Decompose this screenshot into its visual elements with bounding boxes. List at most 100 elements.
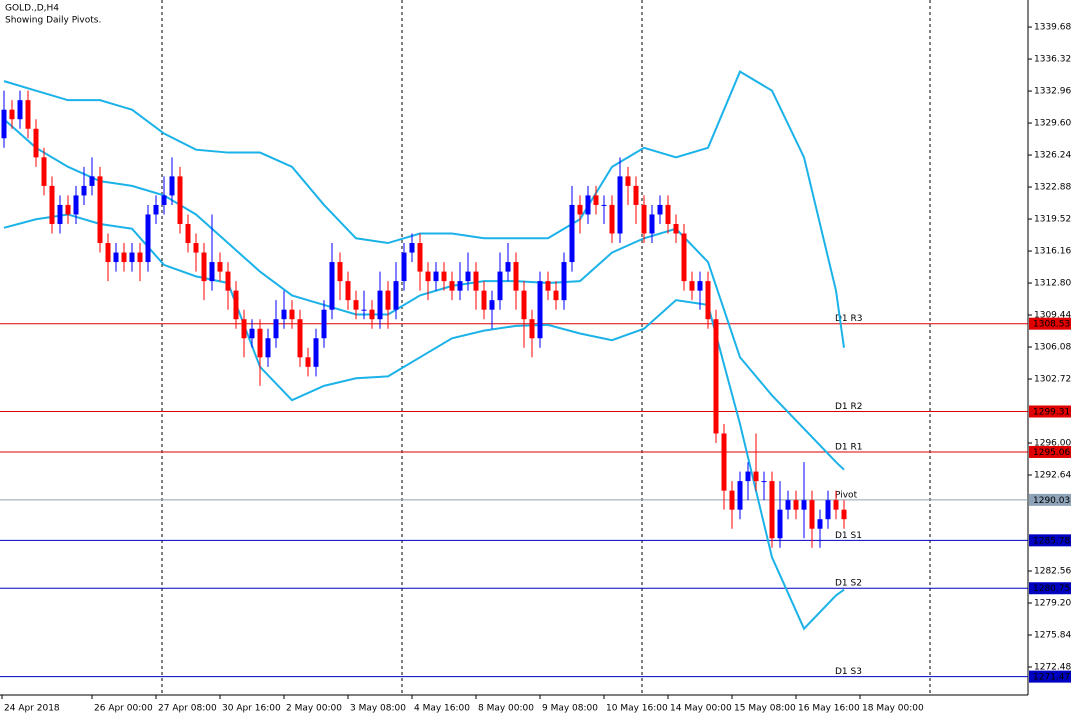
y-tick-label: 1336.32	[1034, 55, 1071, 65]
candle-body	[641, 204, 647, 234]
candle-body	[9, 109, 15, 120]
candle-body	[153, 204, 159, 215]
y-tick-label: 1339.68	[1034, 23, 1071, 33]
candle-body	[497, 271, 503, 301]
candle-body	[401, 252, 407, 282]
pivot-name: D1 R1	[835, 442, 863, 452]
candle-body	[393, 281, 399, 310]
candle-body	[697, 281, 703, 291]
candle-body	[169, 176, 175, 196]
candle-body	[265, 338, 271, 358]
price-label-box	[1029, 405, 1071, 418]
candle-body	[841, 509, 847, 520]
candle-body	[785, 500, 791, 510]
x-tick-label: 2 May 00:00	[286, 704, 342, 714]
price-label-box	[1029, 445, 1071, 458]
candle-body	[473, 271, 479, 291]
candle-body	[793, 500, 799, 510]
y-tick-label: 1282.56	[1034, 567, 1071, 577]
candle-body	[225, 271, 231, 291]
x-tick-label: 8 May 00:00	[478, 704, 534, 714]
candle-body	[617, 176, 623, 234]
candle-body	[585, 195, 591, 215]
candle-body	[73, 195, 79, 215]
y-tick-label: 1322.88	[1034, 183, 1071, 193]
y-tick-label: 1309.44	[1034, 311, 1071, 321]
candle-body	[233, 290, 239, 320]
y-tick-label: 1279.20	[1034, 599, 1071, 609]
candle-body	[481, 290, 487, 310]
candle-body	[833, 500, 839, 510]
candle-body	[33, 128, 39, 158]
price-label-box	[1029, 670, 1071, 683]
candle-body	[649, 214, 655, 234]
candle-body	[81, 185, 87, 196]
price-label: 1271.47	[1033, 673, 1070, 683]
candle-body	[257, 328, 263, 358]
candle-body	[361, 309, 367, 311]
price-label-box	[1029, 534, 1071, 547]
candle-body	[601, 204, 607, 206]
x-tick-label: 10 May 16:00	[606, 704, 668, 714]
candle-body	[241, 319, 247, 339]
candle-body	[673, 223, 679, 234]
candle-body	[681, 233, 687, 282]
y-tick-label: 1326.24	[1034, 151, 1071, 161]
x-tick-label: 26 Apr 00:00	[94, 704, 153, 714]
candle-body	[713, 319, 719, 434]
y-tick-label: 1306.08	[1034, 343, 1071, 353]
candle-body	[113, 252, 119, 263]
candle-body	[553, 290, 559, 301]
pivot-name: Pivot	[835, 490, 858, 500]
chart-subtitle: Showing Daily Pivots.	[5, 16, 101, 26]
y-tick-label: 1302.72	[1034, 375, 1071, 385]
candle-body	[769, 481, 775, 539]
y-tick-label: 1275.84	[1034, 631, 1071, 641]
y-tick-label: 1332.96	[1034, 87, 1071, 97]
price-label: 1308.53	[1033, 320, 1070, 330]
chart-title: GOLD.,D,H4	[5, 4, 59, 14]
candle-body	[217, 262, 223, 272]
x-tick-label: 3 May 08:00	[350, 704, 406, 714]
candle-body	[625, 176, 631, 186]
candle-body	[529, 319, 535, 339]
price-label: 1290.03	[1033, 496, 1070, 506]
y-tick-label: 1329.60	[1034, 119, 1071, 129]
candle-body	[569, 204, 575, 263]
price-label: 1295.06	[1033, 448, 1070, 458]
x-tick-label: 16 May 16:00	[798, 704, 860, 714]
y-tick-label: 1316.16	[1034, 247, 1071, 257]
candle-body	[41, 157, 47, 186]
candle-body	[657, 204, 663, 215]
candle-body	[377, 290, 383, 320]
candle-body	[505, 262, 511, 272]
candle-body	[273, 319, 279, 339]
candle-body	[425, 271, 431, 282]
pivot-name: D1 S1	[835, 531, 862, 541]
candle-body	[121, 252, 127, 263]
candle-body	[313, 338, 319, 367]
candle-body	[17, 100, 23, 120]
candle-body	[561, 262, 567, 301]
x-tick-label: 14 May 00:00	[670, 704, 732, 714]
price-label: 1280.75	[1033, 584, 1070, 594]
candle-body	[161, 195, 167, 205]
candle-body	[281, 309, 287, 320]
price-label: 1285.78	[1033, 536, 1070, 546]
candle-body	[521, 290, 527, 320]
candle-body	[777, 509, 783, 539]
candle-body	[513, 262, 519, 291]
candle-body	[729, 490, 735, 510]
candle-body	[457, 281, 463, 291]
price-label-box	[1029, 317, 1071, 330]
candle-body	[545, 281, 551, 291]
candle-body	[105, 243, 111, 263]
y-tick-label: 1272.48	[1034, 663, 1071, 673]
candle-body	[465, 271, 471, 282]
pivot-name: D1 S3	[835, 667, 862, 677]
x-tick-label: 4 May 16:00	[414, 704, 470, 714]
y-tick-label: 1312.80	[1034, 279, 1071, 289]
x-tick-label: 9 May 08:00	[542, 704, 598, 714]
candle-body	[193, 243, 199, 253]
